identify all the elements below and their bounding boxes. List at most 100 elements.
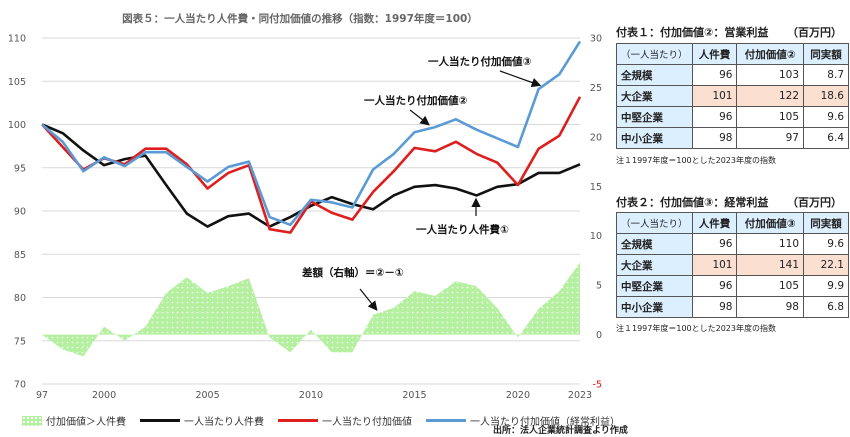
x-tick-label: 97 — [36, 390, 48, 401]
col-header: 同実額 — [803, 212, 849, 234]
area-series-difference — [42, 262, 580, 357]
col-header: 付加価値② — [736, 43, 804, 65]
table2-title: 付表２：付加価値③：経常利益 — [616, 196, 769, 209]
legend-swatch-red — [278, 419, 318, 422]
y-left-tick-label: 70 — [14, 380, 26, 391]
annotation-arrow-diff — [359, 288, 378, 311]
y-right-tick-label: 15 — [590, 182, 602, 193]
table1-title: 付表１：付加価値②：営業利益 — [616, 26, 769, 39]
table-cell: 18.6 — [803, 85, 849, 107]
table-cell: 122 — [736, 85, 804, 107]
table-cell: 9.6 — [803, 233, 849, 255]
table-cell: 101 — [691, 85, 738, 107]
row-header: 中小企業 — [616, 296, 693, 318]
y-right-tick-label: 25 — [590, 83, 602, 94]
y-left-tick-label: 75 — [14, 336, 26, 347]
table-row: 大企業 101 141 22.1 — [616, 254, 849, 276]
y-right-tick-label: 0 — [596, 330, 602, 341]
table-cell: 141 — [736, 254, 804, 276]
annotation-value-added-2: 一人当たり付加価値② — [364, 94, 467, 107]
table-row: 中小企業 98 97 6.4 — [616, 127, 849, 149]
y-left-tick-label: 85 — [14, 250, 26, 261]
legend-label: 一人当たり付加価値 — [322, 417, 412, 428]
legend-label: 付加価値＞人件費 — [46, 417, 126, 428]
source-note: 出所：法人企業統計調査より作成 — [493, 426, 628, 436]
table-row: 中堅企業 96 105 9.9 — [616, 275, 849, 297]
legend-label: 一人当たり付加価値（経常利益） — [470, 417, 620, 428]
annotation-difference: 差額（右軸）＝②－① — [302, 266, 404, 279]
annotation-labor-cost-1: 一人当たり人件費① — [416, 223, 509, 236]
table-cell: 8.7 — [803, 64, 849, 86]
chart-legend: 付加価値＞人件費 一人当たり人件費 一人当たり付加価値 一人当たり付加価値（経常… — [22, 413, 634, 428]
col-header: 付加価値③ — [736, 212, 804, 234]
row-header: 中小企業 — [616, 127, 693, 149]
table-cell: 98 — [736, 296, 804, 318]
x-tick-label: 2005 — [195, 390, 219, 401]
y-right-tick-label: 30 — [590, 34, 602, 45]
table-cell: 103 — [736, 64, 804, 86]
table2-unit: （百万円） — [787, 196, 842, 209]
table-cell: 96 — [691, 275, 738, 297]
col-header: 同実額 — [803, 43, 849, 65]
chart-title: 図表５：一人当たり人件費・同付加価値の推移（指数：1997年度＝100） — [122, 12, 478, 25]
legend-label: 一人当たり人件費 — [184, 417, 264, 428]
x-tick-label: 2010 — [299, 390, 323, 401]
table-cell: 22.1 — [803, 254, 849, 276]
table2-note: 注１1997年度＝100とした2023年度の指数 — [616, 324, 776, 333]
table2: （一人当たり） 人件費 付加価値③ 同実額 全規模 96 110 9.6 大企業… — [616, 212, 849, 318]
table-cell: 97 — [736, 127, 804, 149]
x-tick-label: 2000 — [92, 390, 116, 401]
y-left-tick-label: 110 — [8, 34, 26, 45]
y-left-tick-label: 90 — [14, 207, 26, 218]
row-header: 全規模 — [616, 233, 693, 255]
legend-item-value-added: 一人当たり付加価値 — [278, 413, 412, 428]
annotation-value-added-3: 一人当たり付加価値③ — [428, 55, 531, 68]
table-cell: 96 — [691, 233, 738, 255]
table-cell: 9.6 — [803, 106, 849, 128]
table-row: 中小企業 98 98 6.8 — [616, 296, 849, 318]
col-header: 人件費 — [691, 212, 738, 234]
table-header-row: （一人当たり） 人件費 付加価値③ 同実額 — [616, 212, 849, 234]
table1: （一人当たり） 人件費 付加価値② 同実額 全規模 96 103 8.7 大企業… — [616, 43, 849, 149]
table-cell: 9.9 — [803, 275, 849, 297]
y-left-tick-label: 95 — [14, 163, 26, 174]
table-cell: 105 — [736, 275, 804, 297]
table-row: 大企業 101 122 18.6 — [616, 85, 849, 107]
table-header-row: （一人当たり） 人件費 付加価値② 同実額 — [616, 43, 849, 65]
y-right-tick-label: -5 — [593, 380, 602, 391]
legend-item-labor: 一人当たり人件費 — [140, 413, 264, 428]
table-corner: （一人当たり） — [616, 43, 693, 65]
y-right-tick-label: 5 — [596, 281, 602, 292]
y-left-tick-label: 100 — [8, 120, 26, 131]
col-header: 人件費 — [691, 43, 738, 65]
legend-swatch-black — [140, 419, 180, 422]
table-cell: 6.8 — [803, 296, 849, 318]
row-header: 大企業 — [616, 85, 693, 107]
y-right-tick-label: 20 — [590, 132, 602, 143]
row-header: 全規模 — [616, 64, 693, 86]
table1-note: 注１1997年度＝100とした2023年度の指数 — [616, 156, 776, 165]
line-series-value-added-ordinary — [41, 40, 582, 227]
table-cell: 6.4 — [803, 127, 849, 149]
legend-item-area: 付加価値＞人件費 — [22, 413, 126, 428]
annotation-arrow-2 — [409, 109, 430, 126]
table-row: 全規模 96 110 9.6 — [616, 233, 849, 255]
row-header: 中堅企業 — [616, 106, 693, 128]
table-row: 全規模 96 103 8.7 — [616, 64, 849, 86]
table-corner: （一人当たり） — [616, 212, 693, 234]
y-left-tick-label: 105 — [8, 77, 26, 88]
y-right-tick-label: 10 — [590, 231, 602, 242]
table-cell: 98 — [691, 296, 738, 318]
annotation-arrow-3 — [499, 70, 542, 88]
row-header: 中堅企業 — [616, 275, 693, 297]
table-cell: 110 — [736, 233, 804, 255]
legend-swatch-area — [22, 415, 42, 426]
y-left-tick-label: 80 — [14, 293, 26, 304]
table-cell: 96 — [691, 64, 738, 86]
table-cell: 105 — [736, 106, 804, 128]
table1-unit: （百万円） — [787, 26, 842, 39]
table-cell: 98 — [691, 127, 738, 149]
x-tick-label: 2020 — [506, 390, 530, 401]
legend-item-value-added-ordinary: 一人当たり付加価値（経常利益） — [426, 413, 620, 428]
